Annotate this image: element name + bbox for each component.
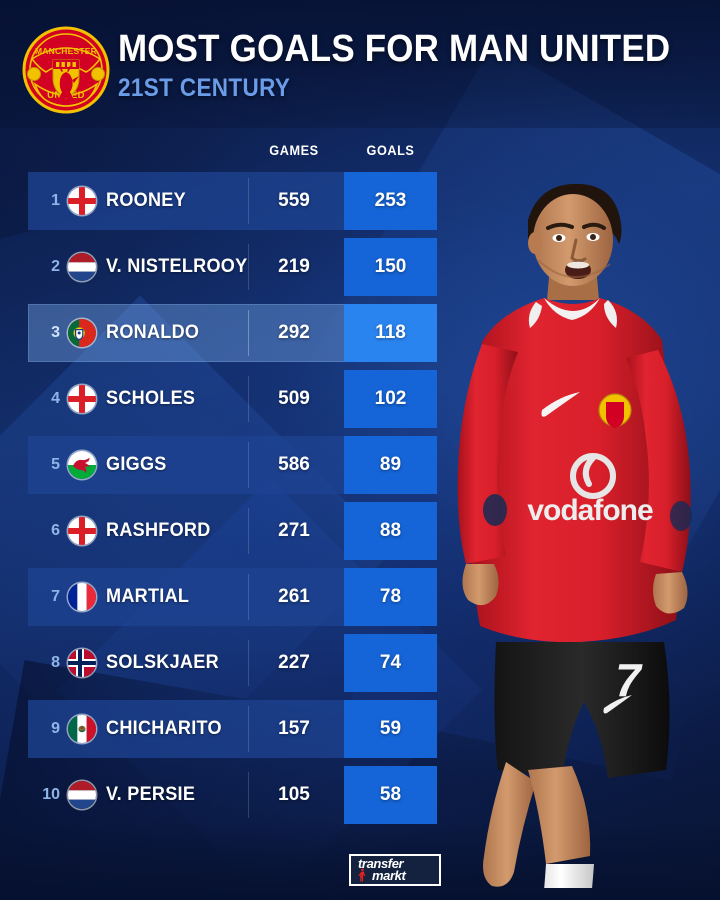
flag-england-icon — [68, 187, 96, 215]
goals-cell-background — [344, 172, 437, 230]
games-value: 586 — [278, 454, 310, 475]
page-title: MOST GOALS FOR MAN UNITED — [118, 28, 671, 70]
player-name: GIGGS — [106, 454, 167, 475]
column-divider — [248, 442, 249, 488]
rank-number: 5 — [51, 456, 60, 473]
flag-netherlands-icon — [68, 253, 96, 281]
flag-france-icon — [68, 583, 96, 611]
column-divider — [248, 310, 249, 356]
flag-england-icon — [68, 517, 96, 545]
goals-value: 78 — [379, 586, 402, 607]
column-header-games: GAMES — [269, 143, 319, 158]
rank-number: 6 — [51, 522, 60, 539]
player-name: SOLSKJAER — [106, 652, 219, 673]
goals-value: 58 — [379, 784, 402, 805]
goals-value: 253 — [374, 190, 407, 211]
svg-text:7: 7 — [615, 654, 643, 706]
column-divider — [248, 772, 249, 818]
goals-cell-background — [344, 634, 437, 692]
transfermarkt-logo-line2: markt — [372, 868, 406, 883]
games-value: 219 — [278, 256, 310, 277]
svg-text:MANCHESTER: MANCHESTER — [35, 46, 97, 56]
table-row[interactable]: 3 RONALDO 292 118 — [0, 304, 460, 362]
column-divider — [248, 574, 249, 620]
flag-mexico-icon — [68, 715, 96, 743]
transfermarkt-figure-icon — [358, 868, 366, 882]
flag-norway-icon — [68, 649, 96, 677]
title-block: MOST GOALS FOR MAN UNITED 21ST CENTURY — [118, 28, 718, 103]
table-row[interactable]: 4 SCHOLES 509 102 — [0, 370, 460, 428]
table-row[interactable]: 6 RASHFORD 271 88 — [0, 502, 460, 560]
player-name: SCHOLES — [106, 388, 196, 409]
column-divider — [248, 508, 249, 554]
goals-cell-background — [344, 304, 437, 362]
goals-value: 150 — [374, 256, 407, 277]
goals-cell-background — [344, 700, 437, 758]
table-row[interactable]: 1 ROONEY 559 253 — [0, 172, 460, 230]
table-row[interactable]: 5 GIGGS 586 89 — [0, 436, 460, 494]
games-value: 559 — [278, 190, 310, 211]
games-value: 509 — [278, 388, 310, 409]
column-divider — [248, 178, 249, 224]
rank-number: 10 — [42, 786, 60, 803]
player-name: V. NISTELROOY — [106, 256, 248, 277]
player-name: V. PERSIE — [106, 784, 196, 805]
ranking-table: 1 ROONEY 559 253 2 V. NISTELROOY 219 150 3 RON… — [0, 172, 460, 832]
flag-wales-icon — [68, 451, 96, 479]
games-value: 157 — [278, 718, 310, 739]
goals-cell-background — [344, 766, 437, 824]
goals-value: 89 — [379, 454, 402, 475]
goals-cell-background — [344, 370, 437, 428]
goals-value: 102 — [374, 388, 407, 409]
games-value: 292 — [278, 322, 310, 343]
player-name: RASHFORD — [106, 520, 211, 541]
column-divider — [248, 376, 249, 422]
flag-england-icon — [68, 385, 96, 413]
column-header-goals: GOALS — [366, 143, 415, 158]
goals-cell-background — [344, 238, 437, 296]
cristiano-ronaldo-photo: vodafone 7 — [432, 148, 720, 900]
manchester-united-crest-icon: MANCHESTER UNITED — [22, 26, 110, 114]
page-subtitle: 21ST CENTURY — [118, 74, 291, 102]
games-value: 105 — [278, 784, 310, 805]
table-row[interactable]: 7 MARTIAL 261 78 — [0, 568, 460, 626]
player-name: CHICHARITO — [106, 718, 222, 739]
rank-number: 9 — [51, 720, 60, 737]
column-headers: GAMES GOALS — [0, 143, 460, 161]
table-row[interactable]: 2 V. NISTELROOY 219 150 — [0, 238, 460, 296]
goals-value: 88 — [379, 520, 402, 541]
goals-value: 118 — [375, 322, 406, 343]
goals-cell-background — [344, 502, 437, 560]
rank-number: 1 — [51, 192, 60, 209]
table-row[interactable]: 10 V. PERSIE 105 58 — [0, 766, 460, 824]
player-name: ROONEY — [106, 190, 186, 211]
flag-portugal-icon — [68, 319, 96, 347]
games-value: 227 — [278, 652, 310, 673]
rank-number: 7 — [51, 588, 60, 605]
header: MANCHESTER UNITED MOST G — [0, 0, 720, 128]
rank-number: 3 — [51, 324, 60, 341]
goals-value: 59 — [379, 718, 402, 739]
rank-number: 8 — [51, 654, 60, 671]
transfermarkt-logo: transfer markt — [349, 854, 441, 886]
column-divider — [248, 640, 249, 686]
transfermarkt-logo-line1: transfer — [358, 856, 404, 871]
rank-number: 2 — [51, 258, 60, 275]
goals-cell-background — [344, 568, 437, 626]
column-divider — [248, 244, 249, 290]
player-name: RONALDO — [106, 322, 200, 343]
games-value: 261 — [278, 586, 310, 607]
goals-cell-background — [344, 436, 437, 494]
games-value: 271 — [278, 520, 310, 541]
column-divider — [248, 706, 249, 752]
flag-netherlands-icon — [68, 781, 96, 809]
svg-text:vodafone: vodafone — [527, 494, 653, 527]
table-row[interactable]: 8 SOLSKJAER 227 74 — [0, 634, 460, 692]
rank-number: 4 — [51, 390, 60, 407]
goals-value: 74 — [379, 652, 402, 673]
player-name: MARTIAL — [106, 586, 190, 607]
table-row[interactable]: 9 CHICHARITO 157 59 — [0, 700, 460, 758]
